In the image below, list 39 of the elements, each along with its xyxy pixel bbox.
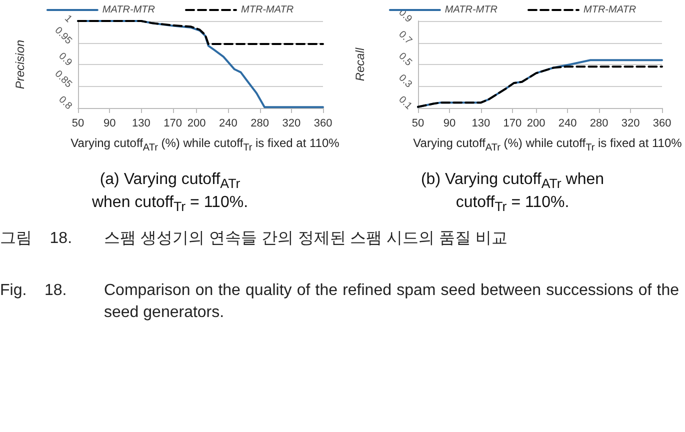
x-tick-label: 170	[164, 118, 182, 130]
x-tick-label: 170	[503, 118, 522, 130]
x-tick-label: 90	[103, 118, 116, 130]
y-tick-label: 0.7	[396, 29, 414, 47]
x-tick-label: 50	[72, 118, 84, 130]
x-tick-label: 240	[558, 118, 577, 130]
y-tick-label: 1	[62, 13, 74, 26]
x-tick-label: 130	[132, 118, 150, 130]
y-axis-title: Precision	[13, 40, 27, 90]
y-tick-label: 0.3	[396, 72, 414, 90]
legend-label: MATR-MTR	[102, 4, 155, 16]
x-tick-label: 320	[282, 118, 301, 130]
x-tick-label: 240	[218, 118, 238, 130]
y-axis-title: Recall	[353, 48, 367, 82]
text: 그림 18. 스팸 생성기의 연속들 간의 정제된 스팸 시드의 품질 비교	[0, 230, 508, 247]
x-tick-label: 90	[443, 118, 456, 130]
y-tick-label: 0.8	[56, 94, 74, 112]
y-tick-label: 0.5	[396, 50, 414, 69]
y-tick-label: 0.1	[396, 94, 414, 112]
y-tick-label: 0.85	[52, 68, 74, 90]
y-tick-label: 0.9	[56, 50, 74, 69]
text: (a) Varying cutoff$_{ATr}$ when cutoff$_{Tr}$ = 110%.	[92, 171, 248, 214]
legend-label: MATR-MTR	[444, 4, 498, 16]
x-tick-label: 200	[187, 118, 206, 130]
x-axis-title: Varying cutoff$_{ATr}$ (%) while cutoff$_{Tr}$ is fixed at 110%	[70, 136, 340, 156]
x-tick-label: 50	[412, 118, 424, 130]
x-tick-label: 280	[590, 118, 608, 130]
x-tick-label: 320	[621, 118, 640, 130]
x-axis-title: Varying cutoff$_{ATr}$ (%) while cutoff$_{Tr}$ is fixed at 110%	[412, 136, 683, 156]
x-tick-label: 360	[652, 118, 672, 130]
legend-label: MTR-MATR	[584, 4, 636, 16]
x-tick-label: 200	[526, 118, 546, 130]
y-tick-label: 0.95	[52, 25, 74, 47]
x-tick-label: 130	[472, 118, 490, 130]
legend-label: MTR-MATR	[241, 4, 294, 16]
x-tick-label: 360	[314, 118, 332, 130]
x-tick-label: 280	[250, 118, 269, 130]
text: (b) Varying cutoff$_{ATr}$ when cutoff$_{Tr}$ = 110%.	[420, 171, 604, 214]
text: Fig. 18. Comparison on the quality of the refined spam seed between successions of the seed generators.	[0, 282, 679, 321]
